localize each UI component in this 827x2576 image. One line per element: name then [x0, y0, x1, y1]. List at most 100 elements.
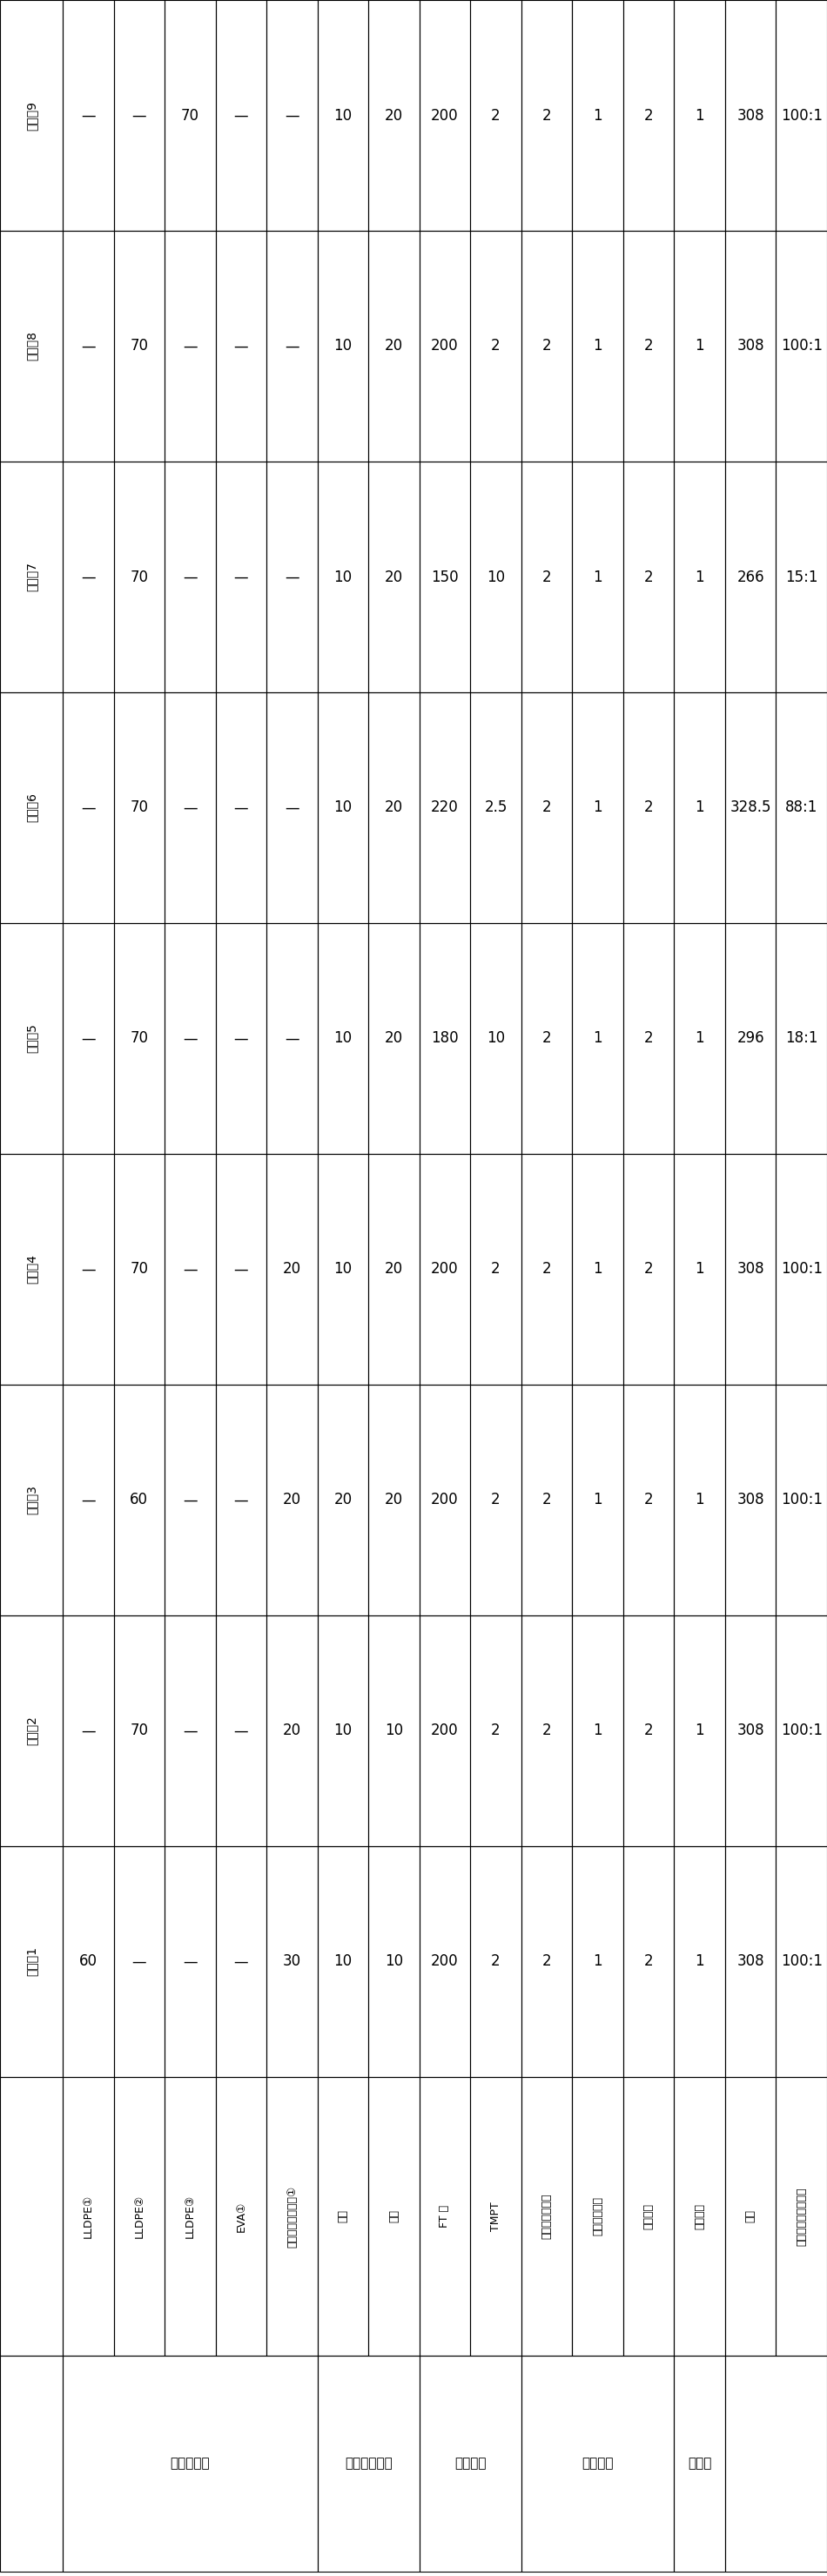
Text: —: — [284, 108, 299, 124]
Bar [521, 232, 572, 461]
Bar [165, 693, 216, 922]
Bar [471, 1386, 521, 1615]
Bar [0, 693, 63, 922]
Bar [216, 922, 266, 1154]
Bar [674, 1615, 725, 1847]
Text: 实施例2: 实施例2 [26, 1716, 37, 1747]
Text: 2: 2 [644, 1030, 653, 1046]
Bar [318, 461, 368, 693]
Text: 2: 2 [543, 1030, 552, 1046]
Bar [521, 1847, 572, 2076]
Text: 2: 2 [543, 569, 552, 585]
Bar [624, 922, 674, 1154]
Text: 100:1: 100:1 [781, 1723, 822, 1739]
Text: —: — [81, 108, 95, 124]
Text: —: — [284, 1030, 299, 1046]
Text: —: — [81, 1492, 95, 1507]
Text: 2: 2 [491, 1492, 500, 1507]
Text: 2: 2 [491, 1723, 500, 1739]
Text: 200: 200 [431, 1492, 459, 1507]
Bar [521, 922, 572, 1154]
Text: 70: 70 [130, 337, 148, 353]
Bar [216, 232, 266, 461]
Bar [63, 1615, 113, 1847]
Text: 酚类抗氧化剂: 酚类抗氧化剂 [592, 2197, 604, 2236]
Text: 70: 70 [181, 108, 199, 124]
Text: TMPT: TMPT [490, 2202, 501, 2231]
Bar [63, 1847, 113, 2076]
Text: 308: 308 [737, 1723, 764, 1739]
Bar [521, 461, 572, 693]
Bar [318, 693, 368, 922]
Bar [624, 1615, 674, 1847]
Bar [266, 1386, 318, 1615]
Text: 308: 308 [737, 337, 764, 353]
Text: 200: 200 [431, 1723, 459, 1739]
Bar [63, 2076, 113, 2354]
Text: 实施例4: 实施例4 [26, 1255, 37, 1283]
Bar [216, 461, 266, 693]
Text: 2: 2 [644, 569, 653, 585]
Bar [0, 461, 63, 693]
Bar [368, 1154, 419, 1386]
Text: —: — [183, 1723, 198, 1739]
Text: —: — [131, 108, 146, 124]
Text: —: — [81, 1030, 95, 1046]
Text: 2: 2 [543, 337, 552, 353]
Bar [266, 2076, 318, 2354]
Bar [624, 2076, 674, 2354]
Text: 20: 20 [385, 337, 403, 353]
Text: —: — [234, 108, 248, 124]
Text: 金属氢氧化物：炭黑: 金属氢氧化物：炭黑 [796, 2187, 807, 2246]
Bar [471, 693, 521, 922]
Bar [165, 232, 216, 461]
Text: 硬脂酸锅: 硬脂酸锅 [694, 2202, 705, 2228]
Text: 1: 1 [593, 108, 602, 124]
Bar [521, 693, 572, 922]
Text: 金属氢氧化物: 金属氢氧化物 [345, 2458, 392, 2470]
Bar [165, 1847, 216, 2076]
Text: 10: 10 [334, 801, 352, 817]
Bar [63, 1154, 113, 1386]
Bar [725, 693, 776, 922]
Text: 复合型抗氧化剂: 复合型抗氧化剂 [541, 2195, 552, 2239]
Text: 2: 2 [644, 337, 653, 353]
Text: 合计: 合计 [745, 2210, 756, 2223]
Text: —: — [234, 1492, 248, 1507]
Text: 20: 20 [385, 569, 403, 585]
Bar [63, 0, 113, 232]
Bar [165, 0, 216, 232]
Text: LLDPE③: LLDPE③ [184, 2195, 196, 2239]
Bar [63, 693, 113, 922]
Bar [776, 1615, 827, 1847]
Bar [776, 693, 827, 922]
Text: 1: 1 [695, 801, 705, 817]
Bar [572, 1847, 624, 2076]
Bar [113, 0, 165, 232]
Bar [113, 1615, 165, 1847]
Bar [471, 1847, 521, 2076]
Bar [318, 1386, 368, 1615]
Text: 实施例7: 实施例7 [26, 562, 37, 592]
Bar [0, 232, 63, 461]
Bar [572, 1615, 624, 1847]
Bar [725, 1386, 776, 1615]
Text: 1: 1 [593, 1030, 602, 1046]
Text: 20: 20 [334, 1492, 352, 1507]
Bar [776, 1847, 827, 2076]
Text: 10: 10 [334, 1723, 352, 1739]
Text: —: — [81, 1723, 95, 1739]
Text: 308: 308 [737, 1262, 764, 1278]
Bar [368, 232, 419, 461]
Bar [419, 693, 471, 922]
Text: 88:1: 88:1 [786, 801, 818, 817]
Text: 220: 220 [431, 801, 459, 817]
Text: —: — [81, 569, 95, 585]
Bar [624, 232, 674, 461]
Text: —: — [284, 569, 299, 585]
Bar [471, 0, 521, 232]
Bar [368, 0, 419, 232]
Text: 1: 1 [593, 801, 602, 817]
Text: 2: 2 [644, 1262, 653, 1278]
Bar [318, 2076, 368, 2354]
